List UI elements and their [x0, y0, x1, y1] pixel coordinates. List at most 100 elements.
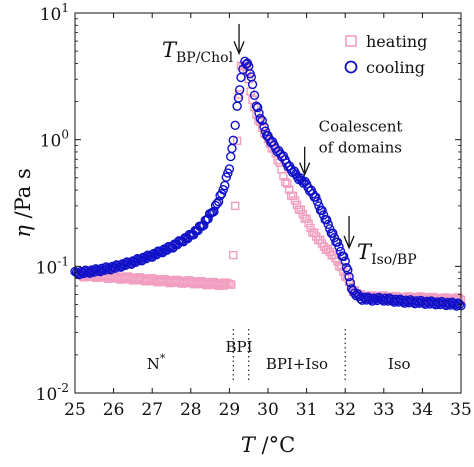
- y-tick-exponent: 1: [61, 1, 69, 15]
- cooling-data-point: [213, 196, 224, 207]
- cooling-data-point: [344, 271, 354, 282]
- x-tick-label: 31: [296, 400, 318, 420]
- x-tick-label: 25: [64, 400, 86, 420]
- x-axis-title: T /°C: [241, 433, 295, 457]
- x-tick-label: 30: [257, 400, 279, 420]
- cooling-data-point: [218, 184, 228, 195]
- cooling-data-point: [234, 85, 245, 95]
- x-tick-label: 28: [180, 400, 202, 420]
- heating-data-point: [304, 219, 313, 228]
- cooling-data-point: [453, 298, 463, 308]
- cooling-data-point: [230, 120, 240, 130]
- y-tick-label: 100: [40, 128, 69, 152]
- cooling-data-point: [255, 113, 265, 124]
- heating-data-point: [230, 201, 240, 211]
- x-tick-label: 34: [412, 400, 434, 420]
- cooling-data-point: [221, 172, 232, 182]
- heating-data-point: [227, 280, 236, 289]
- cooling-data-point: [247, 79, 258, 90]
- x-axis-unit: /°C: [255, 433, 295, 457]
- coalescent-arrow-head: [299, 162, 311, 177]
- cooling-data-point: [311, 192, 321, 202]
- cooling-data-point: [203, 214, 213, 224]
- cooling-data-point: [340, 256, 350, 266]
- cooling-data-point: [104, 264, 114, 274]
- legend: heating cooling: [344, 32, 427, 77]
- legend-cooling-marker: [344, 60, 358, 74]
- legend-label-heating: heating: [366, 32, 427, 51]
- coalescent-annotation-line: of domains: [319, 139, 402, 157]
- y-tick-base: 10: [40, 132, 62, 152]
- y-tick-exponent: -1: [57, 254, 69, 268]
- x-tick-label: 35: [450, 400, 472, 420]
- cooling-data-point: [241, 59, 251, 70]
- transition-temperature-label: TBP/Chol: [162, 38, 234, 66]
- phase-label: BPI: [226, 338, 253, 356]
- legend-label-cooling: cooling: [366, 58, 425, 77]
- cooling-data-point: [332, 237, 343, 247]
- heating-data-point: [290, 196, 300, 205]
- y-tick-base: 10: [36, 258, 58, 278]
- coalescent-annotation-line: Coalescent: [319, 118, 403, 136]
- transition-subscript: BP/Chol: [176, 50, 234, 66]
- transition-subscript: Iso/BP: [371, 252, 417, 268]
- y-axis-unit: /Pa s: [11, 168, 35, 225]
- cooling-data-point: [224, 164, 235, 174]
- transition-arrow-head: [233, 41, 245, 56]
- y-tick-base: 10: [36, 385, 58, 405]
- cooling-data-point: [257, 115, 267, 126]
- cooling-data-point: [323, 219, 333, 230]
- cooling-data-point: [223, 168, 233, 178]
- cooling-data-point: [259, 122, 269, 132]
- phase-label-text: N: [147, 355, 160, 373]
- transition-temperature-label: TIso/BP: [357, 240, 417, 268]
- coalescent-annotation: Coalescent of domains: [319, 118, 403, 157]
- phase-lines: N* BPI BPI+Iso Iso: [147, 329, 411, 381]
- x-tick-label: 29: [219, 400, 241, 420]
- cooling-data-point: [209, 206, 219, 217]
- cooling-data-point: [338, 251, 349, 262]
- cooling-data-point: [334, 242, 344, 252]
- cooling-data-point: [335, 246, 346, 257]
- y-tick-base: 10: [40, 5, 62, 25]
- transition-symbol: T: [162, 38, 178, 62]
- data-points-layer: [70, 56, 466, 311]
- cooling-data-point: [343, 265, 353, 275]
- cooling-data-point: [199, 220, 209, 231]
- x-axis-symbol: T: [241, 433, 257, 457]
- cooling-data-point: [318, 210, 329, 220]
- cooling-data-point: [454, 299, 465, 310]
- phase-label: Iso: [388, 355, 411, 373]
- y-axis-symbol: η: [11, 225, 35, 238]
- y-tick-label: 101: [40, 1, 69, 25]
- cooling-data-point: [321, 215, 332, 225]
- cooling-data-point: [94, 266, 104, 276]
- y-tick-exponent: 0: [61, 128, 69, 142]
- heating-data-point: [229, 250, 238, 260]
- phase-label: N*: [147, 352, 166, 373]
- heating-data-point: [302, 214, 311, 223]
- legend-heating-marker: [345, 35, 357, 47]
- cooling-data-point: [212, 198, 222, 209]
- phase-label: BPI+Iso: [266, 355, 328, 373]
- transition-symbol: T: [357, 240, 373, 264]
- y-tick-label: 10-1: [36, 254, 69, 278]
- heating-data-point: [283, 179, 292, 189]
- cooling-data-point: [249, 90, 260, 100]
- heating-data-point: [296, 205, 306, 214]
- cooling-data-point: [260, 126, 271, 136]
- heating-data-point: [232, 136, 242, 146]
- cooling-data-point: [317, 205, 327, 216]
- cooling-data-point: [328, 228, 338, 239]
- cooling-data-point: [228, 135, 238, 145]
- y-tick-exponent: -2: [57, 381, 69, 395]
- cooling-data-point: [253, 102, 263, 113]
- transition-arrow-head: [343, 235, 355, 250]
- y-tick-label: 10-2: [36, 381, 69, 405]
- y-axis-title: η /Pa s: [11, 168, 35, 238]
- x-tick-label: 26: [103, 400, 125, 420]
- cooling-data-point: [312, 196, 323, 207]
